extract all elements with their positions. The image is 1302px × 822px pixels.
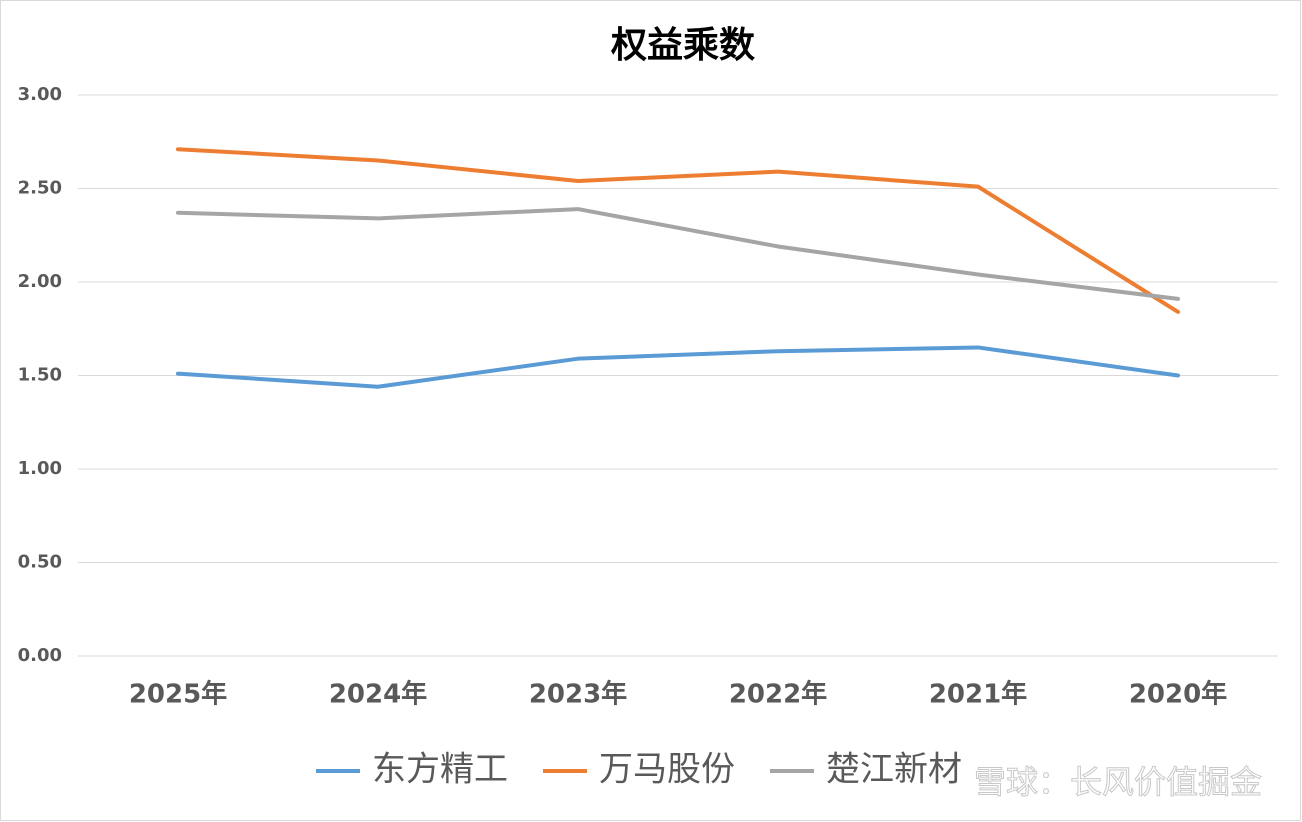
x-tick-label: 2021年 bbox=[929, 679, 1027, 710]
legend-label: 万马股份 bbox=[599, 750, 735, 790]
y-tick-label: 1.00 bbox=[18, 458, 62, 479]
chart-title: 权益乘数 bbox=[610, 24, 755, 66]
x-tick-label: 2020年 bbox=[1129, 679, 1227, 710]
y-tick-label: 2.50 bbox=[18, 178, 62, 199]
x-tick-label: 2024年 bbox=[329, 679, 427, 710]
x-tick-label: 2023年 bbox=[529, 679, 627, 710]
y-tick-label: 1.50 bbox=[18, 365, 62, 386]
y-tick-label: 0.00 bbox=[18, 645, 62, 666]
legend-label: 东方精工 bbox=[372, 750, 508, 790]
y-tick-label: 3.00 bbox=[18, 84, 62, 105]
x-tick-label: 2025年 bbox=[129, 679, 227, 710]
y-tick-label: 0.50 bbox=[18, 552, 62, 573]
data-line bbox=[176, 147, 1180, 314]
data-line bbox=[176, 207, 1180, 301]
data-line bbox=[176, 345, 1180, 389]
legend-label: 楚江新材 bbox=[826, 750, 962, 790]
watermark: 雪球：长风价值掘金 bbox=[974, 763, 1262, 801]
x-tick-label: 2022年 bbox=[729, 679, 827, 710]
y-tick-label: 2.00 bbox=[18, 271, 62, 292]
